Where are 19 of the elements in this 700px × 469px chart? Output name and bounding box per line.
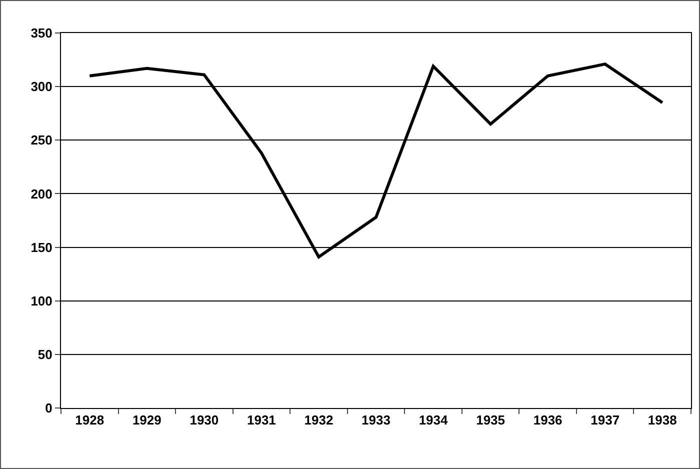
y-tick-label: 250 (30, 132, 52, 148)
y-tick-label: 50 (38, 346, 52, 362)
x-tick-label: 1933 (362, 412, 390, 428)
x-tick-label: 1932 (304, 412, 334, 428)
y-tick-label: 300 (30, 79, 52, 94)
y-tick-label: 150 (30, 240, 52, 255)
x-tick-label: 1931 (246, 412, 276, 428)
x-tick-label: 1935 (476, 412, 506, 428)
x-tick-label: 1929 (132, 412, 162, 428)
x-tick-label: 1937 (590, 412, 620, 428)
y-tick-label: 0 (45, 400, 52, 416)
y-tick-label: 350 (30, 26, 52, 41)
y-tick-label: 200 (30, 186, 52, 202)
x-tick-label: 1928 (75, 412, 104, 428)
x-tick-label: 1936 (533, 412, 562, 428)
y-tick-label: 100 (30, 293, 52, 308)
x-tick-label: 1934 (418, 412, 448, 428)
x-tick-label: 1930 (190, 412, 219, 428)
x-tick-label: 1938 (648, 412, 677, 428)
